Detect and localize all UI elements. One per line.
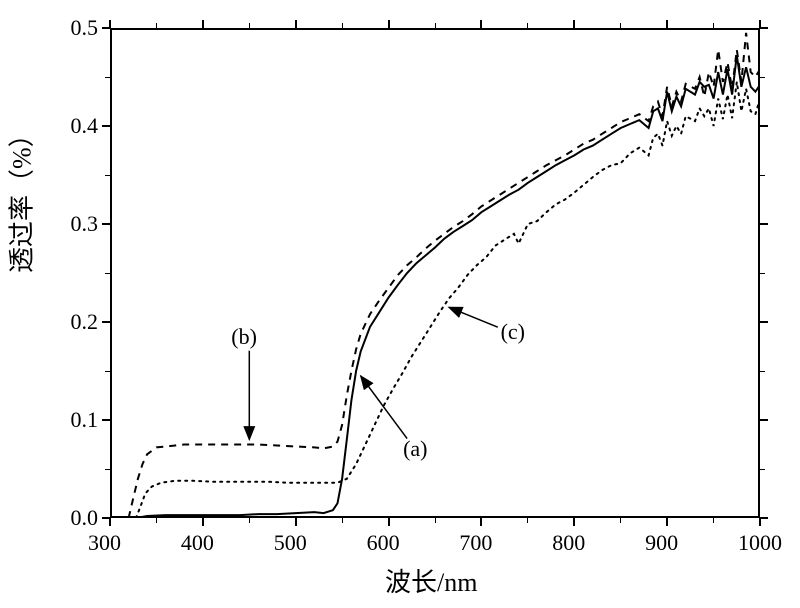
callout-arrow-c — [449, 307, 498, 327]
series-label-c: (c) — [501, 319, 525, 345]
series-label-b: (b) — [231, 324, 257, 350]
callout-arrow-a — [361, 376, 407, 439]
chart-root: 30040050060070080090010000.00.10.20.30.4… — [0, 0, 800, 608]
series-label-a: (a) — [403, 436, 427, 462]
plot-svg — [0, 0, 800, 608]
series-c — [136, 82, 760, 518]
